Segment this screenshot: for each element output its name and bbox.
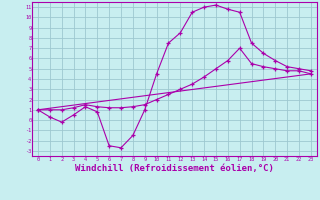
X-axis label: Windchill (Refroidissement éolien,°C): Windchill (Refroidissement éolien,°C) bbox=[75, 164, 274, 173]
